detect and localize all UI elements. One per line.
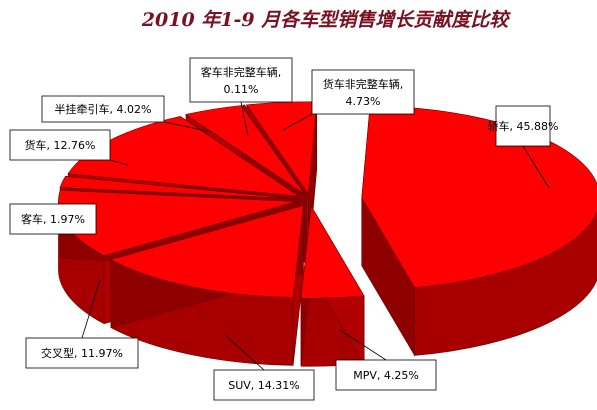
slice-labels: 轿车, 45.88% MPV, 4.25% SUV, 14.31% 交叉型, 11.9…: [9, 57, 559, 401]
data-label-text: 轿车, 45.88%: [488, 119, 559, 133]
data-label-box: [189, 57, 293, 103]
leader-line: [224, 334, 265, 371]
data-label-value: 4.73%: [346, 95, 381, 108]
data-label-text: SUV, 14.31%: [228, 379, 300, 392]
data-label: SUV, 14.31%: [213, 369, 315, 401]
data-label-text: 货车, 12.76%: [25, 138, 96, 152]
data-label-text: 客车, 1.97%: [21, 212, 85, 226]
data-label: 货车, 12.76%: [9, 129, 111, 161]
data-label-text: 半挂牵引车, 4.02%: [55, 102, 152, 116]
data-label: 半挂牵引车, 4.02%: [41, 95, 165, 123]
leader-line: [163, 121, 213, 133]
data-label-box: [9, 129, 111, 161]
data-label-box: [41, 95, 165, 123]
leader-line: [522, 145, 550, 189]
slice-7-top: [242, 104, 307, 195]
data-label-box: [25, 337, 139, 369]
data-label: 客车非完整车辆, 0.11%: [189, 57, 293, 103]
data-label-box: [213, 369, 315, 401]
leader-line: [282, 113, 313, 131]
data-label-box: [9, 203, 97, 235]
leader-line: [109, 159, 129, 166]
slice-0-top: [361, 105, 597, 288]
data-label-box: [335, 359, 437, 391]
pie-slices: [58, 101, 597, 367]
slice-4-top: [59, 176, 297, 200]
data-label: MPV, 4.25%: [335, 359, 437, 391]
data-label-text: MPV, 4.25%: [353, 369, 419, 382]
data-label-text: 客车非完整车辆,: [201, 65, 282, 79]
chart-title: 2010 年1-9 月各车型销售增长贡献度比较: [141, 9, 511, 31]
data-label-text: 货车非完整车辆,: [323, 77, 404, 91]
leader-line: [339, 329, 387, 361]
data-label-text: 交叉型, 11.97%: [41, 346, 123, 360]
pie-slice: [110, 205, 304, 366]
data-label: 客车, 1.97%: [9, 203, 97, 235]
data-label-value: 0.11%: [224, 83, 259, 96]
slice-1-top: [300, 205, 365, 299]
leader-line: [81, 279, 101, 339]
data-label-box: [495, 105, 551, 147]
pie-slice: [300, 205, 365, 367]
leader-line: [240, 101, 249, 137]
slice-2-top: [110, 205, 304, 298]
data-label: 交叉型, 11.97%: [25, 337, 139, 369]
data-label: 轿车, 45.88%: [488, 105, 559, 147]
slice-6-top: [185, 105, 305, 195]
data-label: 货车非完整车辆, 4.73%: [311, 69, 415, 115]
data-label-box: [311, 69, 415, 115]
pie-slice: [361, 105, 597, 357]
